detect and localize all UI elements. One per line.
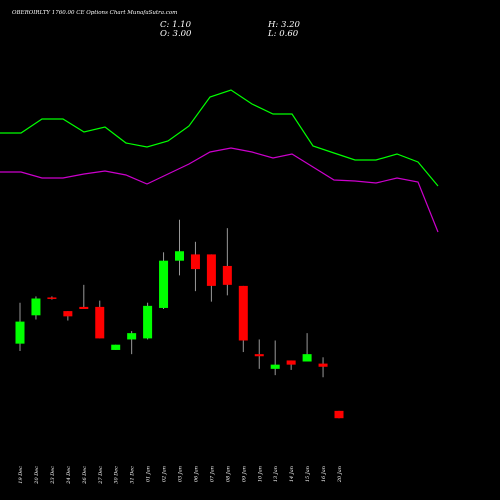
x-tick-label: 13 Jan xyxy=(273,466,279,482)
candle-body-19 xyxy=(302,354,312,362)
x-tick-label: 03 Jan xyxy=(178,466,184,482)
x-tick-label: 16 Jan xyxy=(321,466,327,482)
candle-body-2 xyxy=(31,298,41,316)
candle-body-18 xyxy=(286,360,296,365)
x-tick-label: 08 Jan xyxy=(225,466,231,482)
x-tick-label: 31 Dec xyxy=(130,466,136,484)
candle-body-15 xyxy=(238,285,248,341)
x-tick-label: 02 Jan xyxy=(162,466,168,482)
candle-body-16 xyxy=(254,354,264,357)
x-tick-label: 27 Dec xyxy=(98,466,104,485)
indicator-line-1 xyxy=(0,89,439,187)
indicator-lines xyxy=(0,89,439,233)
candle-body-7 xyxy=(111,344,121,350)
stat-open: O: 3.00 xyxy=(160,29,192,39)
candle-body-4 xyxy=(63,311,73,317)
candle-body-3 xyxy=(47,297,57,299)
x-tick-label: 20 Dec xyxy=(34,466,40,485)
candle-body-17 xyxy=(270,364,280,369)
x-tick-label: 01 Jan xyxy=(146,466,152,482)
x-tick-label: 30 Dec xyxy=(114,466,120,484)
stat-low: L: 0.60 xyxy=(267,29,299,39)
candle-body-14 xyxy=(222,265,232,285)
stat-close: C: 1.10 xyxy=(160,20,192,30)
x-tick-label: 26 Dec xyxy=(82,466,88,485)
x-tick-label: 10 Jan xyxy=(257,466,263,482)
x-tick-label: 23 Dec xyxy=(50,466,56,485)
candle-body-5 xyxy=(79,306,89,309)
chart-title: OBEROIRLTY 1760.00 CE Options Chart Muna… xyxy=(12,10,177,16)
candle-body-9 xyxy=(143,305,153,339)
candle-body-12 xyxy=(190,254,200,270)
candle-body-20 xyxy=(318,363,328,367)
x-tick-label: 14 Jan xyxy=(289,466,295,482)
candle-body-6 xyxy=(95,306,105,339)
candles xyxy=(15,219,344,419)
x-tick-label: 15 Jan xyxy=(305,466,311,482)
x-tick-label: 07 Jan xyxy=(209,466,215,482)
stat-high: H: 3.20 xyxy=(267,20,300,30)
x-tick-label: 19 Dec xyxy=(18,466,24,484)
candle-body-21 xyxy=(334,410,344,419)
candle-body-8 xyxy=(127,333,137,340)
x-tick-label: 24 Dec xyxy=(66,466,72,485)
x-axis-ticks: 19 Dec 20 Dec 23 Dec 24 Dec 26 Dec 27 Dec 30 D… xyxy=(18,466,343,485)
x-tick-label: 06 Jan xyxy=(193,466,199,482)
candle-body-13 xyxy=(206,254,216,286)
x-tick-label: 20 Jan xyxy=(337,466,343,483)
candle-body-1 xyxy=(15,321,25,344)
indicator-line-2 xyxy=(0,147,439,233)
candle-body-11 xyxy=(175,251,184,261)
candle-body-10 xyxy=(159,260,169,308)
x-tick-label: 09 Jan xyxy=(241,466,247,482)
